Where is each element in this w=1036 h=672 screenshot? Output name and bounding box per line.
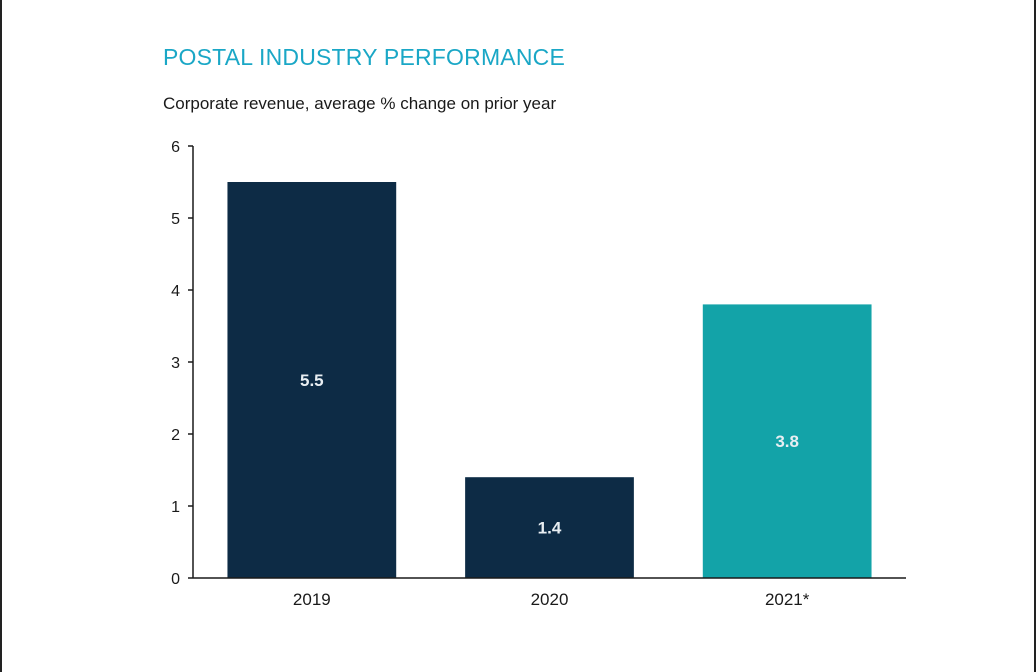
y-axis: 0 1 2 3 4 5 6 [171,139,194,588]
bar-2019 [227,182,397,578]
y-tick-label: 1 [171,499,180,516]
x-axis: 2019 2020 2021* [193,577,906,609]
chart-title: POSTAL INDUSTRY PERFORMANCE [163,44,566,70]
x-category-label: 2021* [765,590,810,609]
bar-value-label: 3.8 [775,432,799,451]
y-tick-label: 6 [171,139,180,156]
y-tick-label: 5 [171,211,180,228]
bars: 5.5 1.4 3.8 [227,182,872,578]
y-tick-label: 2 [171,427,180,444]
chart-subtitle: Corporate revenue, average % change on p… [163,94,557,113]
y-tick-label: 4 [171,283,180,300]
y-tick-label: 0 [171,571,180,588]
y-tick-label: 3 [171,355,180,372]
bar-2021 [702,304,872,578]
x-category-label: 2020 [531,590,569,609]
bar-value-label: 5.5 [300,371,324,390]
x-category-label: 2019 [293,590,331,609]
bar-value-label: 1.4 [538,519,562,538]
bar-2020 [465,477,634,578]
